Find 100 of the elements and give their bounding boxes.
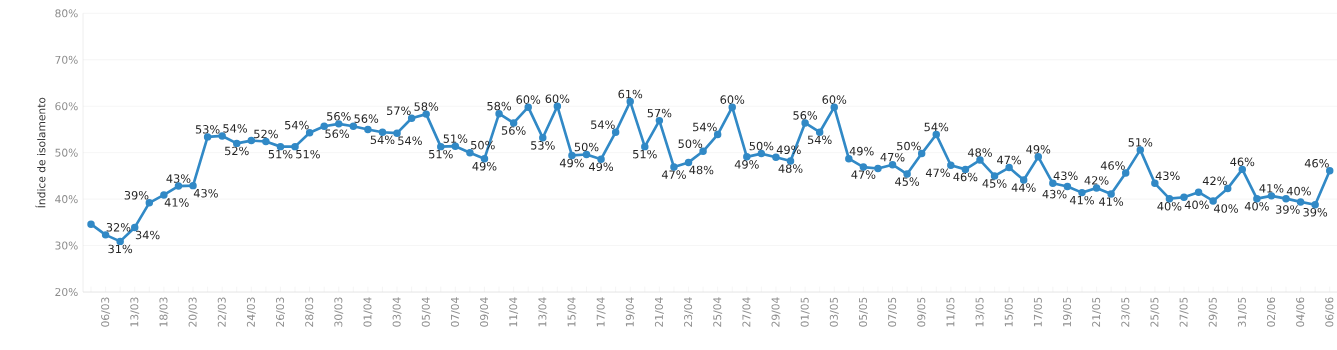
data-label: 46%: [1230, 157, 1255, 167]
x-tick-label: 03/04: [392, 297, 402, 327]
x-tick-label: 17/05: [1033, 297, 1043, 327]
x-tick-label: 30/03: [334, 297, 344, 327]
data-label: 34%: [135, 230, 160, 240]
x-tick-label: 13/03: [130, 297, 140, 327]
data-label: 49%: [589, 162, 614, 172]
x-tick-label: 03/05: [829, 297, 839, 327]
x-tick-label: 01/04: [363, 297, 373, 327]
data-label: 40%: [1286, 186, 1311, 196]
x-tick-label: 11/04: [509, 297, 519, 327]
data-label: 56%: [354, 114, 379, 123]
data-label: 52%: [225, 146, 249, 156]
data-label: 46%: [953, 172, 978, 182]
data-label: 41%: [164, 198, 189, 207]
data-label: 39%: [124, 190, 149, 200]
x-tick-label: 15/05: [1004, 297, 1014, 327]
data-label: 43%: [1042, 189, 1067, 199]
data-label: 42%: [1202, 176, 1227, 186]
x-tick-label: 21/04: [654, 297, 664, 327]
x-tick-label: 11/05: [946, 297, 956, 327]
x-tick-label: 27/04: [742, 297, 752, 327]
y-tick-label: 70%: [55, 55, 78, 64]
x-tick-label: 07/05: [888, 297, 897, 327]
data-label: 54%: [591, 120, 615, 129]
data-label: 56%: [327, 112, 351, 121]
data-label: 44%: [1011, 183, 1036, 192]
data-label: 54%: [370, 135, 395, 145]
data-label: 60%: [720, 95, 745, 104]
y-tick-label: 30%: [55, 241, 78, 250]
data-label: 40%: [1244, 201, 1269, 211]
data-label: 43%: [1155, 171, 1180, 181]
data-label: 45%: [982, 179, 1007, 188]
data-label: 50%: [749, 141, 774, 151]
data-label: 46%: [1304, 158, 1329, 168]
data-label: 51%: [296, 149, 320, 159]
data-label: 42%: [1084, 176, 1109, 185]
data-label: 40%: [1184, 200, 1209, 210]
data-label: 41%: [1099, 197, 1124, 206]
y-tick-label: 80%: [55, 9, 78, 18]
data-label: 49%: [559, 158, 584, 168]
data-label: 31%: [108, 244, 133, 254]
x-tick-label: 25/04: [713, 297, 723, 327]
x-tick-label: 25/05: [1150, 297, 1160, 327]
data-label: 43%: [193, 188, 218, 198]
x-tick-label: 21/05: [1092, 297, 1102, 327]
x-tick-label: 13/04: [538, 297, 548, 327]
x-tick-label: 26/03: [276, 297, 285, 327]
data-label: 40%: [1157, 201, 1182, 211]
data-label: 60%: [516, 95, 541, 104]
data-label: 56%: [325, 129, 350, 139]
data-label: 60%: [822, 95, 847, 104]
x-tick-label: 29/05: [1208, 297, 1218, 327]
data-label: 54%: [398, 136, 422, 146]
x-tick-label: 06/03: [101, 297, 111, 327]
data-label: 49%: [472, 161, 497, 171]
x-tick-label: 23/05: [1121, 297, 1131, 327]
x-tick-label: 09/04: [480, 297, 489, 327]
data-label: 53%: [195, 125, 220, 134]
data-label: 51%: [429, 149, 453, 159]
data-label: 51%: [1128, 138, 1153, 147]
data-label: 48%: [778, 164, 803, 173]
x-tick-label: 29/04: [771, 297, 781, 327]
data-label: 47%: [880, 152, 905, 162]
x-tick-label: 13/05: [975, 297, 985, 327]
data-label: 43%: [166, 174, 191, 183]
x-tick-label: 19/04: [625, 297, 635, 327]
data-label: 61%: [618, 89, 643, 99]
data-label: 49%: [1026, 145, 1051, 154]
data-label: 39%: [1275, 205, 1300, 214]
x-tick-label: 01/05: [800, 297, 810, 327]
data-label: 60%: [545, 94, 570, 103]
x-tick-label: 28/03: [305, 297, 315, 327]
x-tick-label: 05/05: [858, 297, 868, 327]
data-label: 51%: [268, 149, 293, 159]
x-tick-label: 31/05: [1237, 297, 1247, 327]
data-label: 39%: [1303, 207, 1328, 217]
data-label: 54%: [807, 135, 832, 145]
x-tick-label: 02/06: [1266, 297, 1276, 327]
data-label: 49%: [849, 146, 874, 156]
data-label: 48%: [967, 148, 992, 157]
y-tick-label: 20%: [55, 287, 78, 297]
data-label: 56%: [793, 111, 818, 120]
x-tick-label: 15/04: [567, 297, 577, 327]
data-label: 47%: [925, 168, 950, 178]
data-label: 32%: [106, 223, 131, 232]
data-label: 47%: [661, 170, 686, 179]
data-label: 54%: [693, 122, 717, 132]
data-label: 41%: [1259, 184, 1284, 193]
data-label: 53%: [531, 141, 555, 150]
data-label: 48%: [689, 165, 714, 175]
data-label: 43%: [1053, 171, 1078, 181]
data-label: 49%: [734, 160, 759, 169]
x-tick-label: 17/04: [596, 297, 606, 327]
x-tick-label: 05/04: [421, 297, 431, 327]
x-tick-label: 22/03: [217, 297, 227, 327]
data-label: 58%: [414, 102, 439, 111]
x-tick-label: 23/04: [684, 297, 693, 327]
data-label: 51%: [633, 149, 657, 159]
x-tick-label: 27/05: [1179, 297, 1189, 327]
